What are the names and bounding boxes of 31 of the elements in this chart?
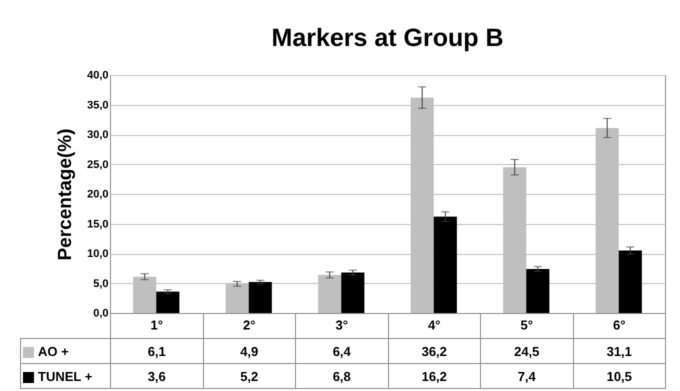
data-label: 7,4	[480, 364, 573, 388]
x-tick-label: 4°	[428, 318, 440, 332]
data-label: 6,8	[296, 364, 388, 388]
y-tick-label: 5,0	[93, 278, 108, 290]
data-label: 3,6	[110, 364, 203, 388]
y-tick-label: 20,0	[87, 188, 108, 200]
x-tick-label: 3°	[336, 318, 348, 332]
x-tick-label: 1°	[150, 318, 163, 332]
data-label: 4,9	[203, 338, 296, 364]
y-tick-label: 40,0	[87, 70, 108, 82]
data-label: 24,5	[480, 338, 573, 364]
legend-label: AO +	[20, 338, 110, 364]
x-tick-label: 2°	[243, 318, 256, 332]
data-label: 6,1	[110, 338, 203, 364]
y-tick-label: 25,0	[87, 158, 108, 171]
y-tick-label: 10,0	[87, 248, 108, 260]
legend-label: TUNEL +	[20, 364, 110, 388]
x-tick-label: 5°	[520, 318, 533, 332]
data-label: 5,2	[203, 364, 296, 388]
data-label: 16,2	[388, 364, 480, 388]
y-tick-label: 15,0	[87, 218, 108, 230]
data-label: 6,4	[296, 338, 388, 364]
y-tick-label: 0,0	[93, 308, 108, 320]
data-label: 36,2	[388, 338, 480, 364]
x-tick-label: 6°	[613, 318, 626, 332]
data-label: 31,1	[573, 338, 666, 364]
y-axis-title: Percentage(%)	[55, 128, 76, 260]
y-tick-label: 30,0	[87, 129, 108, 141]
y-tick-label: 35,0	[87, 99, 108, 112]
chart-title: Markers at Group B	[271, 24, 504, 52]
data-label: 10,5	[573, 364, 666, 388]
